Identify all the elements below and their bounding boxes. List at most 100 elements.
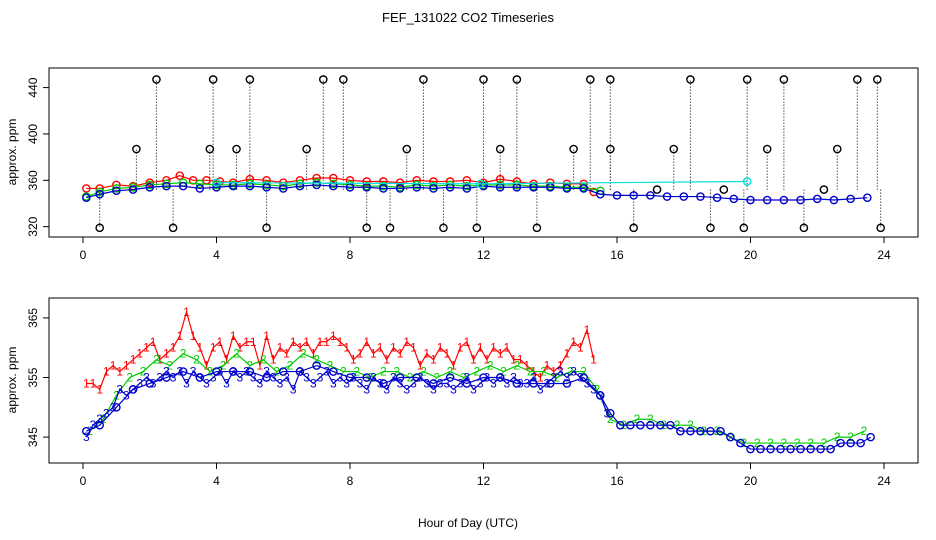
data-point <box>82 193 91 203</box>
data-point-label: 2 <box>500 365 507 379</box>
data-point-label: 2 <box>113 388 120 402</box>
data-point <box>128 185 138 194</box>
data-point-label: 2 <box>647 412 654 426</box>
data-point <box>302 144 311 154</box>
data-point-label: 3 <box>277 376 284 390</box>
data-point-label: 1 <box>150 335 157 349</box>
data-point <box>719 185 729 194</box>
data-point <box>873 75 882 84</box>
data-point-label: 3 <box>443 376 450 390</box>
data-point-label: 3 <box>323 365 330 379</box>
data-point-label: 2 <box>527 365 534 379</box>
data-point <box>329 181 338 191</box>
data-point-label: 1 <box>590 353 597 367</box>
data-point <box>95 223 104 233</box>
data-point-label: 3 <box>357 376 364 390</box>
data-point-label: 2 <box>233 347 240 361</box>
data-point <box>679 192 689 201</box>
data-point <box>779 195 789 205</box>
data-point <box>806 444 815 454</box>
x-tick-label: 8 <box>347 248 354 262</box>
data-point <box>529 379 538 388</box>
data-point-label: 1 <box>410 341 417 355</box>
data-point-label: 1 <box>537 371 544 385</box>
data-point <box>262 223 271 233</box>
data-point <box>128 385 138 394</box>
data-point <box>479 75 488 84</box>
data-point-label: 2 <box>180 347 187 361</box>
data-point <box>652 185 662 194</box>
data-point <box>228 367 238 376</box>
data-point <box>419 75 428 84</box>
data-point-label: 1 <box>370 347 377 361</box>
data-point-label: 1 <box>570 335 577 349</box>
data-point <box>876 223 885 233</box>
data-point-label: 1 <box>337 335 344 349</box>
data-point <box>379 184 388 193</box>
data-point-label: 3 <box>510 371 517 385</box>
data-point <box>82 426 91 436</box>
data-point <box>318 75 328 84</box>
data-point <box>395 184 405 193</box>
data-point-label: 3 <box>504 376 511 390</box>
upper-panel: approx. ppm 0 4 8 12 16 20 24 320 360 400 440 <box>5 67 919 262</box>
data-point-label: 2 <box>540 365 547 379</box>
data-point-label: 3 <box>237 371 244 385</box>
data-point <box>429 184 438 193</box>
data-point-label: 1 <box>176 329 183 343</box>
data-point <box>656 420 665 430</box>
data-point-label: 2 <box>287 359 294 373</box>
data-point-label: 1 <box>196 341 203 355</box>
data-point-label: 1 <box>343 341 350 355</box>
data-point-label: 3 <box>557 365 564 379</box>
data-point <box>742 177 752 186</box>
data-point-label: 2 <box>193 353 200 367</box>
data-point-label: 1 <box>183 305 190 319</box>
data-point <box>762 195 772 205</box>
data-point <box>245 367 255 376</box>
data-point <box>152 75 161 84</box>
y-tick-label: 365 <box>26 308 40 328</box>
data-point-label: 1 <box>517 353 524 367</box>
data-point-label: 2 <box>767 436 774 450</box>
data-point-label: 3 <box>317 371 324 385</box>
data-point-label: 3 <box>203 376 210 390</box>
data-point <box>295 367 305 376</box>
data-point <box>472 223 482 233</box>
data-point-label: 1 <box>357 347 364 361</box>
data-point <box>829 195 839 205</box>
data-point-label: 2 <box>754 436 761 450</box>
data-point-label: 2 <box>100 412 107 426</box>
data-point-label: 1 <box>544 359 551 373</box>
data-point-label: 1 <box>397 347 404 361</box>
data-point-label: 1 <box>323 335 330 349</box>
data-point <box>666 420 675 430</box>
x-tick-label: 4 <box>213 248 220 262</box>
data-point <box>145 379 155 388</box>
data-point-label: 1 <box>317 335 324 349</box>
data-point-label: 1 <box>557 359 564 373</box>
data-point <box>816 444 825 454</box>
data-point-label: 2 <box>487 359 494 373</box>
data-point <box>706 426 715 436</box>
data-point-label: 3 <box>450 382 457 396</box>
data-point-label: 2 <box>393 365 400 379</box>
data-point <box>776 444 785 454</box>
data-point-label: 3 <box>83 430 90 444</box>
data-point <box>629 191 638 200</box>
data-point-label: 2 <box>567 365 574 379</box>
data-point <box>512 379 522 388</box>
data-point <box>696 192 705 201</box>
data-point-label: 2 <box>447 365 454 379</box>
data-point-label: 1 <box>363 335 370 349</box>
x-tick-label: 8 <box>347 474 354 488</box>
data-point-label: 3 <box>570 365 577 379</box>
data-point <box>736 438 745 448</box>
data-point <box>262 182 271 192</box>
data-point <box>742 75 752 84</box>
data-point <box>312 361 321 370</box>
data-point-label: 1 <box>584 323 591 337</box>
data-point <box>746 444 755 454</box>
data-point <box>596 391 605 400</box>
